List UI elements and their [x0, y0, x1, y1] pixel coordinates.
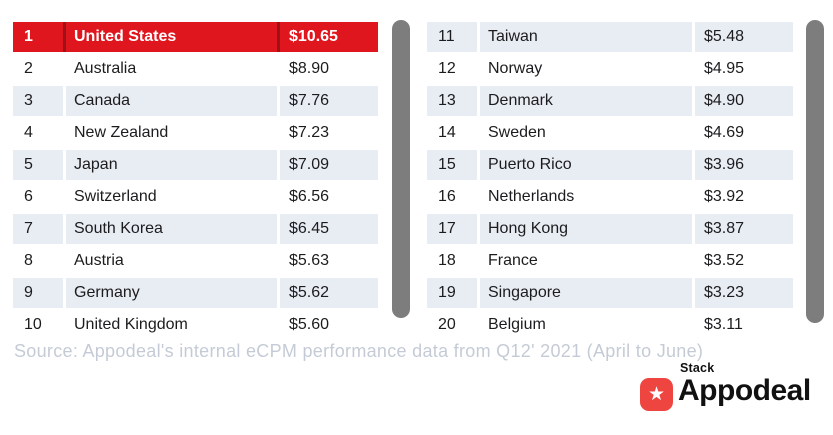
table-row: 18 France $3.52	[427, 246, 793, 276]
rank-cell: 2	[13, 54, 63, 84]
right-scrollbar-thumb[interactable]	[806, 20, 824, 323]
value-cell: $6.56	[280, 182, 378, 212]
country-cell: Hong Kong	[480, 214, 692, 244]
country-cell: United States	[66, 22, 277, 52]
table-row: 16 Netherlands $3.92	[427, 182, 793, 212]
value-cell: $7.76	[280, 86, 378, 116]
table-row: 2 Australia $8.90	[13, 54, 378, 84]
value-cell: $10.65	[280, 22, 378, 52]
rank-cell: 9	[13, 278, 63, 308]
value-cell: $4.90	[695, 86, 793, 116]
logo-stack-label: Stack	[680, 361, 715, 375]
country-cell: Japan	[66, 150, 277, 180]
table-row: 3 Canada $7.76	[13, 86, 378, 116]
table-row: 12 Norway $4.95	[427, 54, 793, 84]
table-row: 15 Puerto Rico $3.96	[427, 150, 793, 180]
country-cell: Switzerland	[66, 182, 277, 212]
appodeal-logo: ★ Stack Appodeal	[640, 361, 830, 416]
ecpm-table-left: 1 United States $10.65 2 Australia $8.90 3 Cana…	[13, 22, 378, 340]
rank-cell: 8	[13, 246, 63, 276]
logo-brand-label: Appodeal	[678, 374, 811, 407]
country-cell: Canada	[66, 86, 277, 116]
value-cell: $6.45	[280, 214, 378, 244]
star-glyph: ★	[647, 384, 666, 405]
table-row: 14 Sweden $4.69	[427, 118, 793, 148]
value-cell: $5.48	[695, 22, 793, 52]
table-row: 9 Germany $5.62	[13, 278, 378, 308]
value-cell: $3.11	[695, 310, 793, 340]
rank-cell: 17	[427, 214, 477, 244]
value-cell: $7.09	[280, 150, 378, 180]
rank-cell: 19	[427, 278, 477, 308]
country-cell: Taiwan	[480, 22, 692, 52]
rank-cell: 4	[13, 118, 63, 148]
table-row: 5 Japan $7.09	[13, 150, 378, 180]
rank-cell: 1	[13, 22, 63, 52]
rank-cell: 5	[13, 150, 63, 180]
country-cell: Netherlands	[480, 182, 692, 212]
value-cell: $3.92	[695, 182, 793, 212]
value-cell: $5.60	[280, 310, 378, 340]
country-cell: South Korea	[66, 214, 277, 244]
rank-cell: 3	[13, 86, 63, 116]
value-cell: $5.63	[280, 246, 378, 276]
value-cell: $3.23	[695, 278, 793, 308]
country-cell: New Zealand	[66, 118, 277, 148]
country-cell: Singapore	[480, 278, 692, 308]
rank-cell: 15	[427, 150, 477, 180]
rank-cell: 6	[13, 182, 63, 212]
country-cell: Belgium	[480, 310, 692, 340]
table-row: 4 New Zealand $7.23	[13, 118, 378, 148]
country-cell: Norway	[480, 54, 692, 84]
rank-cell: 10	[13, 310, 63, 340]
country-cell: Puerto Rico	[480, 150, 692, 180]
value-cell: $3.52	[695, 246, 793, 276]
rank-cell: 12	[427, 54, 477, 84]
country-cell: Austria	[66, 246, 277, 276]
table-row: 10 United Kingdom $5.60	[13, 310, 378, 340]
table-row: 13 Denmark $4.90	[427, 86, 793, 116]
country-cell: Denmark	[480, 86, 692, 116]
value-cell: $4.69	[695, 118, 793, 148]
table-row: 17 Hong Kong $3.87	[427, 214, 793, 244]
rank-cell: 7	[13, 214, 63, 244]
value-cell: $3.87	[695, 214, 793, 244]
rank-cell: 16	[427, 182, 477, 212]
left-scrollbar-thumb[interactable]	[392, 20, 410, 318]
rank-cell: 13	[427, 86, 477, 116]
country-cell: Sweden	[480, 118, 692, 148]
country-cell: United Kingdom	[66, 310, 277, 340]
value-cell: $5.62	[280, 278, 378, 308]
value-cell: $4.95	[695, 54, 793, 84]
country-cell: Germany	[66, 278, 277, 308]
rank-cell: 11	[427, 22, 477, 52]
table-row: 20 Belgium $3.11	[427, 310, 793, 340]
country-cell: Australia	[66, 54, 277, 84]
rank-cell: 20	[427, 310, 477, 340]
table-row: 7 South Korea $6.45	[13, 214, 378, 244]
table-row: 19 Singapore $3.23	[427, 278, 793, 308]
rank-cell: 18	[427, 246, 477, 276]
value-cell: $8.90	[280, 54, 378, 84]
table-row: 1 United States $10.65	[13, 22, 378, 52]
table-row: 11 Taiwan $5.48	[427, 22, 793, 52]
ecpm-table-right: 11 Taiwan $5.48 12 Norway $4.95 13 Denmark $4.90…	[427, 22, 793, 340]
rank-cell: 14	[427, 118, 477, 148]
value-cell: $3.96	[695, 150, 793, 180]
value-cell: $7.23	[280, 118, 378, 148]
table-row: 8 Austria $5.63	[13, 246, 378, 276]
table-row: 6 Switzerland $6.56	[13, 182, 378, 212]
source-note: Source: Appodeal's internal eCPM perform…	[14, 341, 704, 361]
country-cell: France	[480, 246, 692, 276]
appodeal-star-icon: ★	[640, 378, 673, 411]
